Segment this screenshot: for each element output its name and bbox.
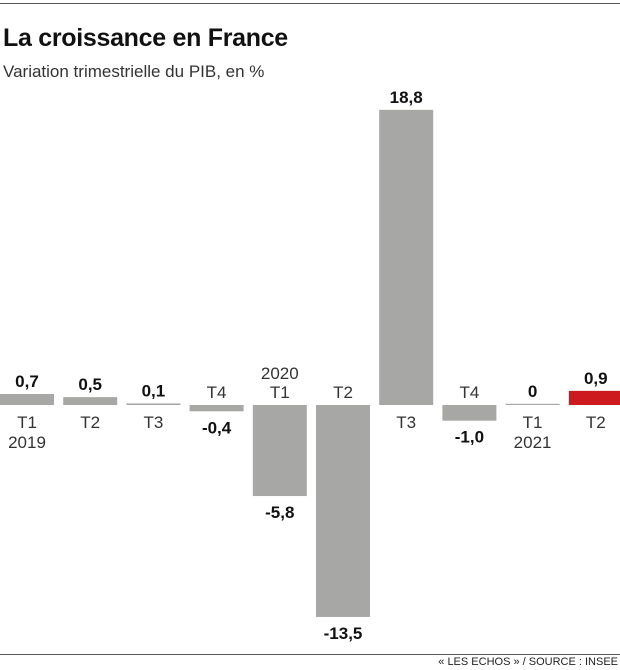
x-tick-label: T1 (523, 413, 543, 432)
top-rule (0, 3, 620, 4)
bar-2 (126, 403, 181, 405)
bar-1 (63, 397, 118, 405)
bar-0 (0, 394, 54, 405)
chart-title: La croissance en France (3, 24, 288, 52)
x-tick-label: T3 (396, 413, 416, 432)
x-tick-label: T2 (333, 383, 353, 402)
x-tick-label: T1 (17, 413, 37, 432)
bar-3 (189, 405, 244, 412)
data-label: 18,8 (390, 88, 423, 107)
data-label: 0,7 (15, 372, 39, 391)
bar-5 (316, 405, 370, 617)
x-year-label: 2020 (261, 364, 299, 383)
data-label: -0,4 (202, 418, 232, 437)
x-tick-label: T4 (207, 383, 227, 402)
data-label: 0,9 (584, 369, 608, 388)
source-note: « LES ECHOS » / SOURCE : INSEE (438, 656, 618, 668)
x-tick-label: T4 (459, 383, 479, 402)
x-tick-label: T2 (80, 413, 100, 432)
data-label: 0 (528, 382, 537, 401)
data-label: 0,1 (142, 381, 166, 400)
chart-subtitle: Variation trimestrielle du PIB, en % (3, 62, 265, 81)
x-tick-label: T2 (586, 413, 606, 432)
x-year-label: 2019 (8, 433, 46, 452)
data-label: -1,0 (455, 428, 484, 447)
bar-8 (505, 403, 560, 405)
bar-9 (568, 390, 620, 405)
data-label: -13,5 (324, 624, 363, 643)
bar-7 (442, 405, 497, 421)
data-label: 0,5 (78, 375, 102, 394)
data-label: -5,8 (265, 503, 294, 522)
x-year-label: 2021 (514, 433, 552, 452)
bottom-rule (0, 654, 620, 655)
x-tick-label: T3 (143, 413, 163, 432)
x-tick-label: T1 (270, 383, 290, 402)
bar-6 (379, 109, 434, 405)
bar-4 (252, 405, 307, 497)
